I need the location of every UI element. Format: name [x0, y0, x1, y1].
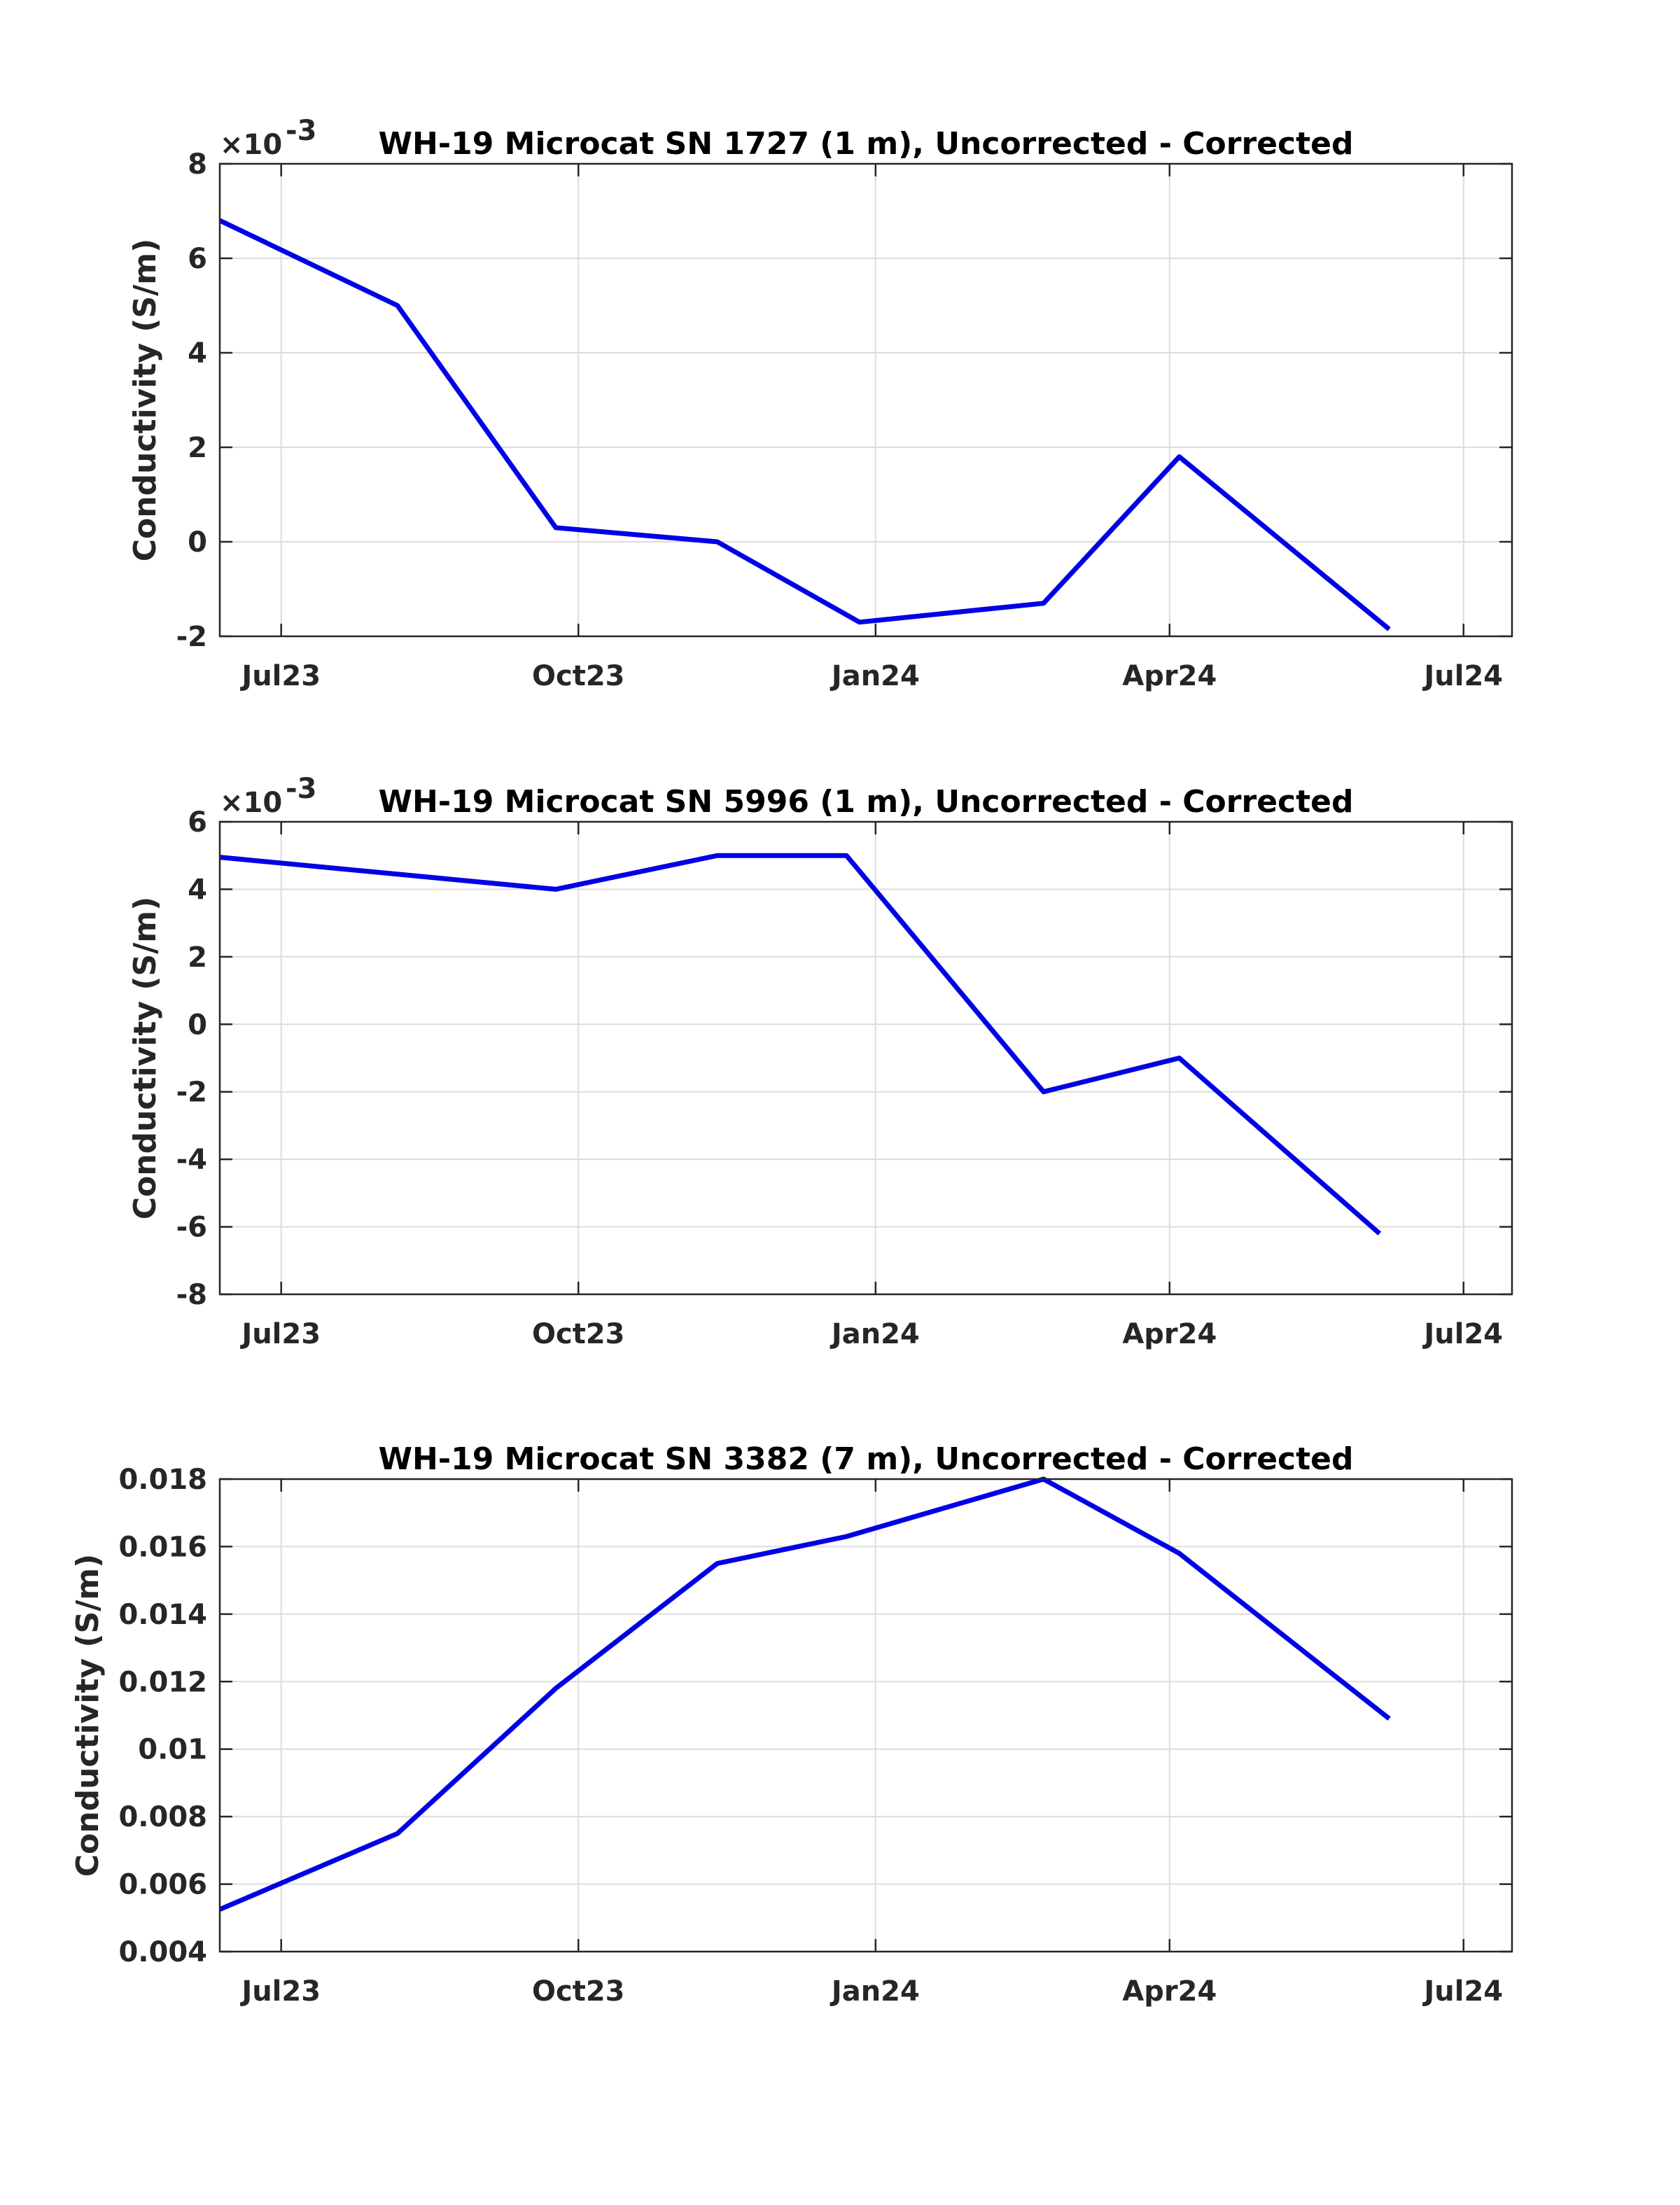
chart-panel-3: Jul23 Oct23 Jan24 Apr24 Jul24 0.004 0.006 0.008…	[70, 1441, 1513, 2008]
chart-title: WH-19 Microcat SN 5996 (1 m), Uncorrecte…	[379, 784, 1354, 820]
axis-multiplier-exponent: -3	[286, 115, 316, 147]
y-tick-label: 0.01	[138, 1734, 207, 1766]
y-tick-label: 6	[188, 243, 207, 275]
axes-box	[218, 162, 1513, 638]
y-tick-label: 0.018	[118, 1464, 207, 1496]
y-tick-label: -2	[176, 621, 207, 653]
x-tick-label: Jul24	[1422, 660, 1503, 692]
chart-title: WH-19 Microcat SN 3382 (7 m), Uncorrecte…	[379, 1441, 1354, 1477]
x-tick-label: Apr24	[1122, 660, 1217, 692]
y-tick-label: 2	[188, 941, 207, 974]
y-tick-label: -4	[176, 1144, 207, 1176]
y-tick-label: 6	[188, 806, 207, 839]
x-tick-label: Jan24	[830, 1975, 920, 2008]
y-tick-label: 0.004	[118, 1936, 207, 1968]
y-tick-label: 4	[188, 874, 207, 906]
x-tick-label: Oct23	[532, 660, 625, 692]
y-axis-label: Conductivity (S/m)	[70, 1554, 106, 1877]
y-tick-label: 0.012	[118, 1666, 207, 1698]
y-tick-label: 0	[188, 526, 207, 559]
x-tick-label: Jan24	[830, 1318, 920, 1350]
plot-area	[220, 822, 1512, 1294]
x-tick-label: Oct23	[532, 1318, 625, 1350]
axes-box	[218, 820, 1513, 1296]
plot-area	[220, 1479, 1512, 1952]
data-series-line	[219, 853, 1382, 1236]
axis-multiplier-base: ×10	[220, 129, 282, 161]
x-tick-label: Apr24	[1122, 1975, 1217, 2008]
x-tick-label: Jul23	[239, 660, 321, 692]
y-tick-label: 0.014	[118, 1599, 207, 1631]
y-axis-label: Conductivity (S/m)	[127, 239, 163, 561]
axis-multiplier-exponent: -3	[286, 773, 316, 805]
y-tick-label: 8	[188, 148, 207, 181]
y-axis-label: Conductivity (S/m)	[127, 897, 163, 1219]
y-tick-label: 0.016	[118, 1531, 207, 1563]
y-tick-label: 0.006	[118, 1869, 207, 1901]
data-series-line	[218, 1476, 1391, 1912]
y-tick-label: 0.008	[118, 1801, 207, 1833]
chart-panel-2: Jul23 Oct23 Jan24 Apr24 Jul24 -8 -6 -4 -2 0 2 4 6 WH-…	[127, 773, 1513, 1350]
x-tick-label: Oct23	[532, 1975, 625, 2008]
x-tick-label: Jul23	[239, 1975, 321, 2008]
x-tick-label: Jul24	[1422, 1975, 1503, 2008]
y-tick-label: 4	[188, 337, 207, 370]
y-tick-label: -6	[176, 1212, 207, 1244]
plot-area	[220, 164, 1512, 636]
axis-multiplier-base: ×10	[220, 787, 282, 819]
y-tick-label: 2	[188, 432, 207, 464]
chart-title: WH-19 Microcat SN 1727 (1 m), Uncorrecte…	[379, 126, 1354, 162]
axes-box	[218, 1478, 1513, 1953]
y-tick-label: 0	[188, 1009, 207, 1041]
chart-panel-1: Jul23 Oct23 Jan24 Apr24 Jul24 -2 0 2 4 6 8 WH-19 Mi…	[127, 115, 1513, 692]
x-tick-label: Jul23	[239, 1318, 321, 1350]
x-tick-label: Jul24	[1422, 1318, 1503, 1350]
x-tick-label: Jan24	[830, 660, 920, 692]
y-tick-label: -2	[176, 1077, 207, 1109]
data-series-line	[218, 218, 1391, 631]
y-tick-label: -8	[176, 1279, 207, 1311]
x-tick-label: Apr24	[1122, 1318, 1217, 1350]
